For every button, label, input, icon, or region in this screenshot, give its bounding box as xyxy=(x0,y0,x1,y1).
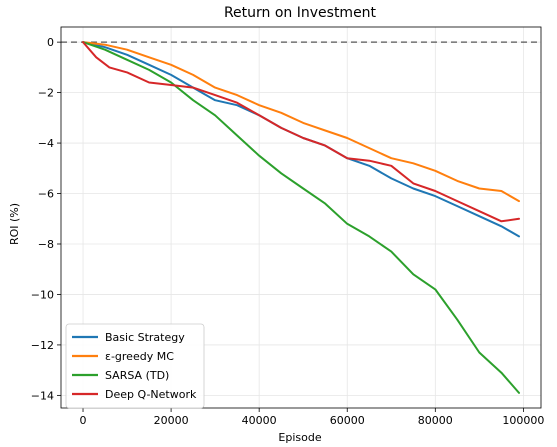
x-tick-label: 100000 xyxy=(502,414,544,427)
legend-label: Basic Strategy xyxy=(105,331,185,344)
plot-frame xyxy=(60,26,542,409)
x-tick-label: 40000 xyxy=(242,414,277,427)
y-tick-label: −8 xyxy=(38,238,54,251)
x-tick-label: 80000 xyxy=(418,414,453,427)
legend-label: Deep Q-Network xyxy=(105,388,197,401)
y-tick-label: −2 xyxy=(38,87,54,100)
y-tick-label: −10 xyxy=(31,288,54,301)
series-line xyxy=(82,41,520,394)
y-tick-label: −4 xyxy=(38,137,54,150)
series-greedy-mc xyxy=(82,41,520,203)
series-line xyxy=(82,41,520,223)
y-axis-label: ROI (%) xyxy=(8,203,21,245)
chart-title: Return on Investment xyxy=(224,5,377,21)
legend-item: SARSA (TD) xyxy=(72,369,169,382)
legend-label: ε-greedy MC xyxy=(105,350,174,363)
y-tick-label: −12 xyxy=(31,339,54,352)
plot-series xyxy=(82,41,520,394)
series-line xyxy=(82,41,520,203)
legend-item: Basic Strategy xyxy=(72,331,185,344)
legend-item: Deep Q-Network xyxy=(72,388,197,401)
series-basic-strategy xyxy=(82,41,520,238)
legend: Basic Strategy ε-greedy MC SARSA (TD) Deep … xyxy=(65,323,205,409)
series-line xyxy=(82,41,520,238)
x-tick-label: 0 xyxy=(80,414,87,427)
x-axis-label: Episode xyxy=(278,431,321,444)
grid xyxy=(61,27,541,408)
legend-label: SARSA (TD) xyxy=(105,369,169,382)
x-axis-ticks: 0 20000 40000 60000 80000 100000 xyxy=(80,408,544,427)
legend-item: ε-greedy MC xyxy=(72,350,174,363)
y-tick-label: −14 xyxy=(31,389,54,402)
y-tick-label: −6 xyxy=(38,188,54,201)
y-axis-ticks: 0 −2 −4 −6 −8 −10 −12 −14 xyxy=(31,36,61,402)
x-tick-label: 20000 xyxy=(154,414,189,427)
x-tick-label: 60000 xyxy=(330,414,365,427)
y-tick-label: 0 xyxy=(47,36,54,49)
series-deep-q-network xyxy=(82,41,520,223)
series-sarsa-td xyxy=(82,41,520,394)
legend-box xyxy=(65,323,205,409)
